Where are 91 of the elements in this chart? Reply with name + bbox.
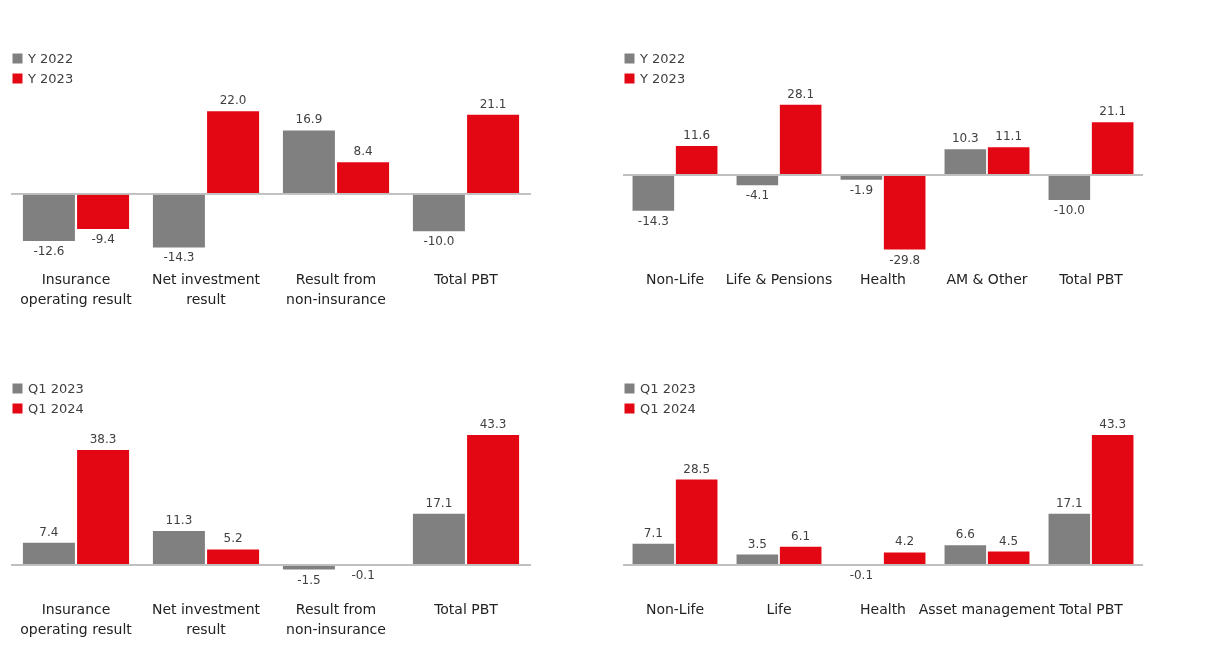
bar: [883, 175, 926, 250]
x-tick-label: Non-Life: [645, 600, 705, 617]
x-tick-label: Life & Pensions: [725, 270, 833, 287]
data-label: 21.1: [479, 96, 507, 111]
legend-label: Y 2023: [639, 70, 686, 86]
data-label: 11.1: [995, 129, 1023, 144]
data-label: -29.8: [889, 252, 921, 267]
x-tick-label: Non-Life: [645, 270, 705, 287]
bar: [632, 175, 675, 211]
data-label: 11.6: [683, 128, 711, 142]
x-tick-label: Result from non-insurance: [286, 270, 386, 307]
bar: [1091, 122, 1134, 175]
data-label: 38.3: [89, 432, 117, 447]
data-label: 10.3: [951, 131, 979, 146]
bar: [22, 542, 75, 565]
bar: [944, 149, 987, 175]
bar: [282, 130, 335, 194]
data-label: -1.9: [849, 182, 874, 197]
data-label: -14.3: [637, 213, 669, 228]
data-label: 43.3: [479, 417, 507, 432]
data-label: 4.2: [895, 534, 915, 549]
bar: [675, 146, 718, 175]
data-label: 4.5: [999, 533, 1019, 548]
data-label: 3.5: [747, 536, 767, 551]
bar: [675, 479, 718, 565]
x-tick-label: Insurance operating result: [20, 600, 133, 637]
x-tick-label: Total PBT: [433, 270, 499, 287]
bar: [22, 193, 75, 241]
legend-label: Q1 2023: [640, 380, 696, 396]
x-tick-label: Total PBT: [433, 600, 499, 617]
x-tick-label: Net investment result: [151, 270, 261, 307]
x-tick-label: Asset management: [918, 600, 1056, 617]
x-tick-label: Net investment result: [151, 600, 261, 637]
data-label: 22.0: [219, 93, 247, 108]
bar: [412, 193, 465, 232]
x-tick-label: Health: [860, 270, 906, 287]
bar: [632, 543, 675, 565]
data-label: 28.5: [683, 461, 711, 476]
bar: [467, 114, 520, 194]
legend-label: Y 2022: [27, 50, 74, 66]
bar: [207, 111, 260, 194]
data-label: -9.4: [91, 232, 115, 246]
data-label: 17.1: [425, 495, 453, 510]
x-tick-label: Result from non-insurance: [286, 600, 386, 637]
x-tick-label: Insurance operating result: [20, 270, 133, 307]
data-label: 6.1: [791, 528, 811, 543]
legend-label: Q1 2024: [640, 400, 696, 416]
data-label: 7.1: [643, 525, 663, 540]
data-label: 17.1: [1055, 495, 1083, 510]
data-label: 11.3: [165, 513, 193, 528]
data-label: 43.3: [1099, 417, 1127, 432]
bar: [1048, 175, 1091, 200]
data-label: 21.1: [1099, 104, 1127, 119]
bar: [779, 546, 822, 565]
bar: [1091, 435, 1134, 565]
data-label: -0.1: [849, 568, 874, 583]
bar: [207, 549, 260, 565]
bar: [1048, 513, 1091, 565]
bar: [412, 513, 465, 565]
x-tick-label: AM & Other: [946, 270, 1028, 287]
bar: [77, 193, 130, 229]
legend-label: Q1 2023: [28, 380, 84, 396]
x-tick-label: Life: [766, 600, 792, 617]
data-label: 28.1: [787, 86, 815, 101]
legend-label: Y 2022: [639, 50, 686, 66]
legend-label: Q1 2024: [28, 400, 84, 416]
bar: [152, 531, 205, 565]
data-label: -14.3: [163, 250, 195, 265]
bar: [944, 545, 987, 565]
data-label: 16.9: [295, 112, 323, 127]
bar: [883, 552, 926, 565]
data-label: 6.6: [955, 527, 975, 542]
x-tick-label: Total PBT: [1058, 270, 1124, 287]
data-label: -12.6: [33, 244, 65, 258]
bar: [467, 435, 520, 565]
bar: [987, 147, 1030, 175]
legend-label: Y 2023: [27, 70, 74, 86]
bar: [779, 104, 822, 175]
bar: [337, 162, 390, 194]
data-label: 7.4: [39, 524, 59, 539]
data-label: -0.1: [351, 568, 375, 583]
data-label: -1.5: [297, 572, 321, 587]
x-tick-label: Health: [860, 600, 906, 617]
bar: [152, 193, 205, 248]
bar: [77, 450, 130, 565]
data-label: 8.4: [353, 144, 373, 159]
x-tick-label: Total PBT: [1058, 600, 1124, 617]
data-label: -10.0: [1053, 203, 1085, 217]
data-label: -10.0: [423, 234, 455, 249]
data-label: 5.2: [223, 531, 243, 546]
data-label: -4.1: [745, 188, 770, 203]
